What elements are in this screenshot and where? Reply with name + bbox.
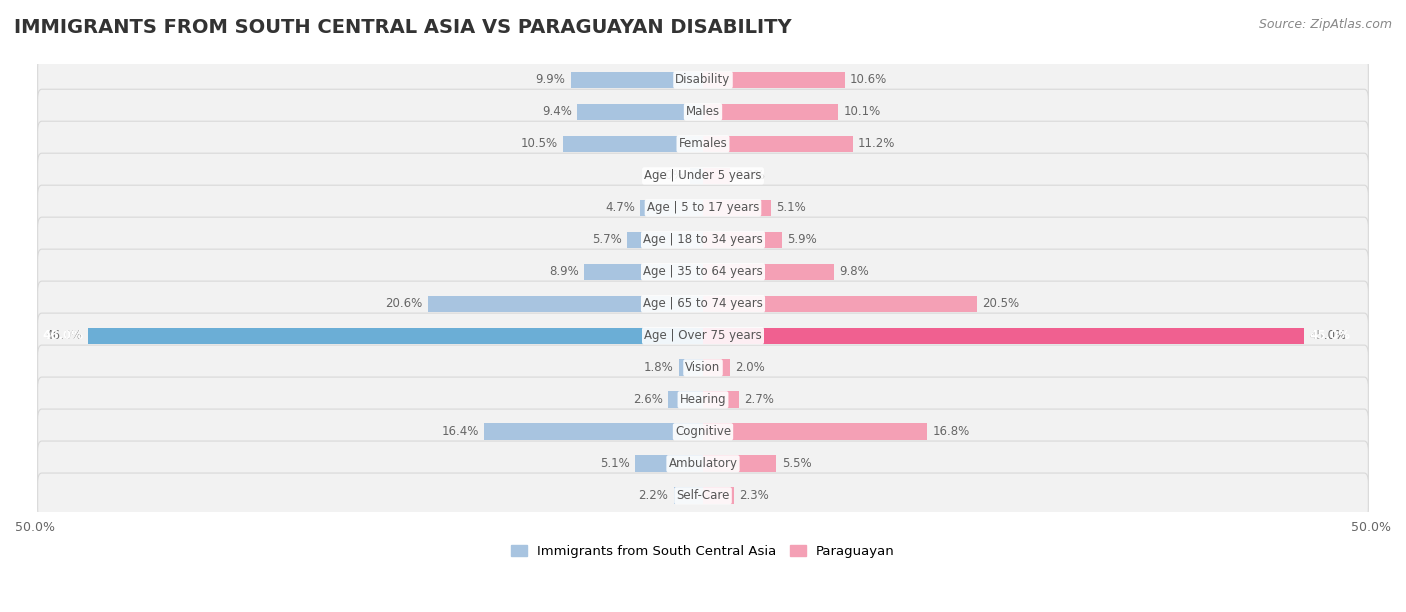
Text: Females: Females	[679, 138, 727, 151]
Bar	[703, 200, 770, 216]
Bar	[703, 455, 776, 472]
FancyBboxPatch shape	[38, 441, 1368, 487]
Bar	[703, 103, 838, 120]
Text: Age | 35 to 64 years: Age | 35 to 64 years	[643, 266, 763, 278]
Bar	[703, 296, 977, 312]
Text: Vision: Vision	[685, 361, 721, 375]
FancyBboxPatch shape	[38, 281, 1368, 327]
Text: Disability: Disability	[675, 73, 731, 86]
Text: 9.9%: 9.9%	[536, 73, 565, 86]
Text: 5.5%: 5.5%	[782, 457, 811, 470]
Text: 2.6%: 2.6%	[633, 394, 662, 406]
Text: 2.7%: 2.7%	[744, 394, 775, 406]
Text: 16.4%: 16.4%	[441, 425, 478, 438]
Text: Self-Care: Self-Care	[676, 489, 730, 502]
FancyBboxPatch shape	[38, 121, 1368, 166]
Bar	[703, 392, 740, 408]
Text: 45.0%: 45.0%	[1309, 329, 1347, 342]
FancyBboxPatch shape	[38, 185, 1368, 231]
Text: 46.0%: 46.0%	[42, 329, 83, 342]
Bar	[673, 487, 703, 504]
Text: 46.0%: 46.0%	[46, 329, 83, 342]
Bar	[571, 72, 703, 88]
Text: 2.2%: 2.2%	[638, 489, 668, 502]
Text: Cognitive: Cognitive	[675, 425, 731, 438]
Bar	[703, 327, 1305, 344]
Text: 1.8%: 1.8%	[644, 361, 673, 375]
Text: 5.9%: 5.9%	[787, 233, 817, 247]
Text: 2.0%: 2.0%	[735, 361, 765, 375]
Text: 11.2%: 11.2%	[858, 138, 896, 151]
Bar	[427, 296, 703, 312]
Bar	[703, 136, 852, 152]
Bar	[640, 200, 703, 216]
Text: 5.7%: 5.7%	[592, 233, 621, 247]
FancyBboxPatch shape	[38, 89, 1368, 135]
Text: Source: ZipAtlas.com: Source: ZipAtlas.com	[1258, 18, 1392, 31]
FancyBboxPatch shape	[38, 313, 1368, 359]
Text: 20.5%: 20.5%	[983, 297, 1019, 310]
Text: 5.1%: 5.1%	[600, 457, 630, 470]
Text: 2.0%: 2.0%	[735, 170, 765, 182]
Text: 20.6%: 20.6%	[385, 297, 422, 310]
Text: 8.9%: 8.9%	[548, 266, 579, 278]
Text: 9.4%: 9.4%	[543, 105, 572, 119]
Text: Age | 5 to 17 years: Age | 5 to 17 years	[647, 201, 759, 214]
Bar	[703, 487, 734, 504]
Bar	[583, 264, 703, 280]
Bar	[703, 231, 782, 248]
Bar	[578, 103, 703, 120]
FancyBboxPatch shape	[38, 345, 1368, 390]
FancyBboxPatch shape	[38, 217, 1368, 263]
Text: 10.6%: 10.6%	[851, 73, 887, 86]
Text: 4.7%: 4.7%	[605, 201, 636, 214]
Text: 16.8%: 16.8%	[932, 425, 970, 438]
Bar	[703, 424, 928, 440]
Text: 45.0%: 45.0%	[1309, 329, 1351, 342]
Bar	[703, 359, 730, 376]
Text: Ambulatory: Ambulatory	[668, 457, 738, 470]
Text: Males: Males	[686, 105, 720, 119]
Bar	[703, 72, 845, 88]
Text: 10.1%: 10.1%	[844, 105, 880, 119]
Text: Hearing: Hearing	[679, 394, 727, 406]
Text: Age | 65 to 74 years: Age | 65 to 74 years	[643, 297, 763, 310]
Text: IMMIGRANTS FROM SOUTH CENTRAL ASIA VS PARAGUAYAN DISABILITY: IMMIGRANTS FROM SOUTH CENTRAL ASIA VS PA…	[14, 18, 792, 37]
Text: 9.8%: 9.8%	[839, 266, 869, 278]
Text: 2.3%: 2.3%	[740, 489, 769, 502]
Text: 10.5%: 10.5%	[520, 138, 557, 151]
Bar	[484, 424, 703, 440]
Bar	[703, 264, 834, 280]
Bar	[689, 168, 703, 184]
Text: 5.1%: 5.1%	[776, 201, 806, 214]
Bar	[703, 168, 730, 184]
Bar	[89, 327, 703, 344]
FancyBboxPatch shape	[38, 249, 1368, 294]
Legend: Immigrants from South Central Asia, Paraguayan: Immigrants from South Central Asia, Para…	[506, 540, 900, 564]
Bar	[668, 392, 703, 408]
FancyBboxPatch shape	[38, 153, 1368, 199]
FancyBboxPatch shape	[38, 58, 1368, 103]
Text: Age | 18 to 34 years: Age | 18 to 34 years	[643, 233, 763, 247]
Bar	[679, 359, 703, 376]
FancyBboxPatch shape	[38, 409, 1368, 455]
Bar	[627, 231, 703, 248]
Text: Age | Under 5 years: Age | Under 5 years	[644, 170, 762, 182]
Bar	[636, 455, 703, 472]
Text: Age | Over 75 years: Age | Over 75 years	[644, 329, 762, 342]
Text: 1.0%: 1.0%	[655, 170, 685, 182]
FancyBboxPatch shape	[38, 377, 1368, 422]
Bar	[562, 136, 703, 152]
FancyBboxPatch shape	[38, 473, 1368, 518]
